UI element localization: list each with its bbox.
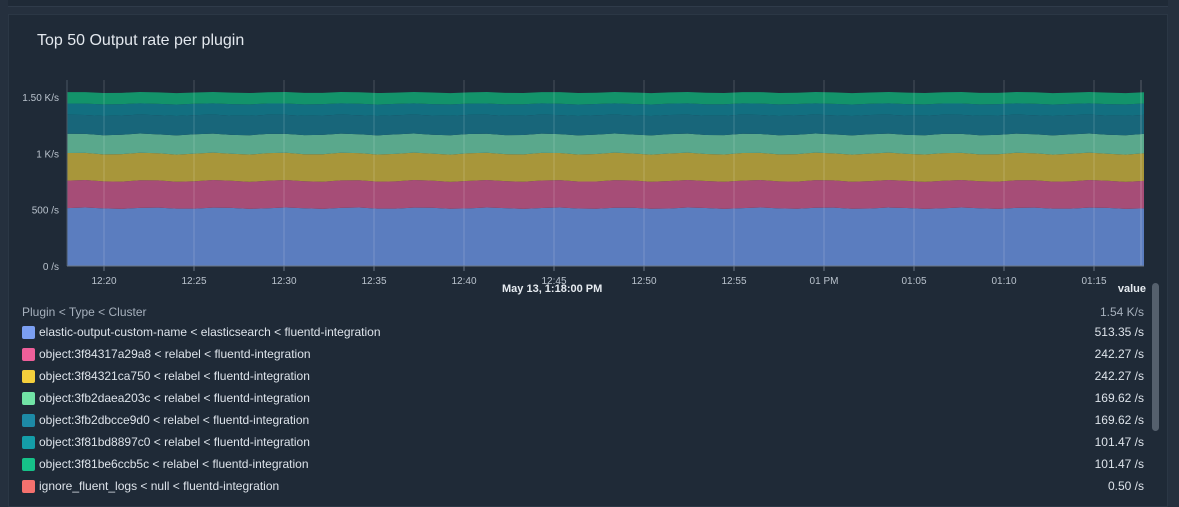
legend-item-name: object:3fb2daea203c < relabel < fluentd-… [39, 391, 310, 405]
legend-item-name: object:3f81bd8897c0 < relabel < fluentd-… [39, 435, 310, 449]
stacked-area-chart[interactable]: 0 /s 500 /s 1 K/s 1.50 K/s 12:20 12:25 12:30 12… [9, 70, 1159, 290]
x-tick-label: 12:45 [541, 276, 566, 287]
x-tick-label: 12:35 [361, 276, 386, 287]
series-area [67, 133, 1144, 155]
legend-list: elastic-output-custom-name < elasticsear… [9, 322, 1154, 500]
legend-item-name: elastic-output-custom-name < elasticsear… [39, 325, 381, 339]
legend-item[interactable]: object:3f84317a29a8 < relabel < fluentd-… [9, 344, 1154, 366]
legend-item-value: 242.27 /s [1094, 369, 1144, 383]
legend-item-value: 101.47 /s [1094, 457, 1144, 471]
legend-item-name: object:3fb2dbcce9d0 < relabel < fluentd-… [39, 413, 310, 427]
tooltip-value-header: value [1117, 283, 1146, 295]
tooltip-header: May 13, 1:18:00 PM value [9, 283, 1154, 299]
x-tick-label: 12:20 [91, 276, 116, 287]
legend-item-value: 169.62 /s [1094, 391, 1144, 405]
x-tick-label: 01:10 [991, 276, 1016, 287]
legend-swatch [22, 436, 35, 449]
y-tick-label: 1.50 K/s [22, 93, 59, 104]
legend-swatch [22, 392, 35, 405]
x-tick-label: 01:05 [901, 276, 926, 287]
x-tick-label: 01 PM [810, 276, 839, 287]
legend-swatch [22, 458, 35, 471]
x-tick-label: 12:30 [271, 276, 296, 287]
legend-item[interactable]: elastic-output-custom-name < elasticsear… [9, 322, 1154, 344]
panel-title: Top 50 Output rate per plugin [37, 32, 245, 49]
y-tick-label: 0 /s [43, 262, 59, 273]
legend-swatch [22, 326, 35, 339]
legend-item-name: object:3f81be6ccb5c < relabel < fluentd-… [39, 457, 309, 471]
legend-item[interactable]: object:3f81bd8897c0 < relabel < fluentd-… [9, 432, 1154, 454]
x-tick-label: 01:15 [1081, 276, 1106, 287]
series-area [67, 207, 1144, 266]
legend-item-value: 513.35 /s [1094, 325, 1144, 339]
legend-item[interactable]: object:3fb2dbcce9d0 < relabel < fluentd-… [9, 410, 1154, 432]
legend-item[interactable]: ignore_fluent_logs < null < fluentd-inte… [9, 476, 1154, 498]
legend-item-value: 0.50 /s [1107, 479, 1144, 493]
legend-swatch [22, 480, 35, 493]
legend-item-name: object:3f84317a29a8 < relabel < fluentd-… [39, 347, 311, 361]
legend-swatch [22, 370, 35, 383]
legend-item[interactable]: object:3f81be6ccb5c < relabel < fluentd-… [9, 454, 1154, 476]
legend-item-value: 101.47 /s [1094, 435, 1144, 449]
legend-total: 1.54 K/s [1099, 305, 1144, 319]
legend-subheader: Plugin < Type < Cluster [22, 305, 147, 319]
legend-item[interactable]: object:3fb2daea203c < relabel < fluentd-… [9, 388, 1154, 410]
series-area [67, 114, 1144, 136]
series-area [67, 91, 1144, 105]
legend-swatch [22, 348, 35, 361]
chart-panel: Top 50 Output rate per plugin 0 /s 500 /s… [8, 14, 1168, 507]
legend-item-name: object:3f84321ca750 < relabel < fluentd-… [39, 369, 310, 383]
x-tick-label: 12:55 [721, 276, 746, 287]
y-tick-label: 500 /s [32, 206, 59, 217]
previous-panel-edge [8, 0, 1168, 7]
series-area [67, 179, 1144, 209]
legend-swatch [22, 414, 35, 427]
x-tick-label: 12:40 [451, 276, 476, 287]
y-tick-label: 1 K/s [36, 149, 59, 160]
tooltip-time: May 13, 1:18:00 PM [502, 283, 603, 295]
x-tick-label: 12:50 [631, 276, 656, 287]
series-area [67, 152, 1144, 182]
series-area [67, 103, 1144, 116]
legend-item[interactable]: object:3f84321ca750 < relabel < fluentd-… [9, 366, 1154, 388]
legend-item-value: 169.62 /s [1094, 413, 1144, 427]
legend-scrollbar[interactable] [1152, 283, 1159, 431]
legend-item-name: ignore_fluent_logs < null < fluentd-inte… [39, 479, 280, 493]
legend-item-value: 242.27 /s [1094, 347, 1144, 361]
x-tick-label: 12:25 [181, 276, 206, 287]
